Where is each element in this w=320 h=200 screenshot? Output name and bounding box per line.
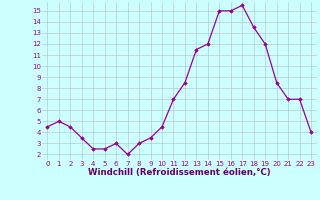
X-axis label: Windchill (Refroidissement éolien,°C): Windchill (Refroidissement éolien,°C) [88,168,270,177]
